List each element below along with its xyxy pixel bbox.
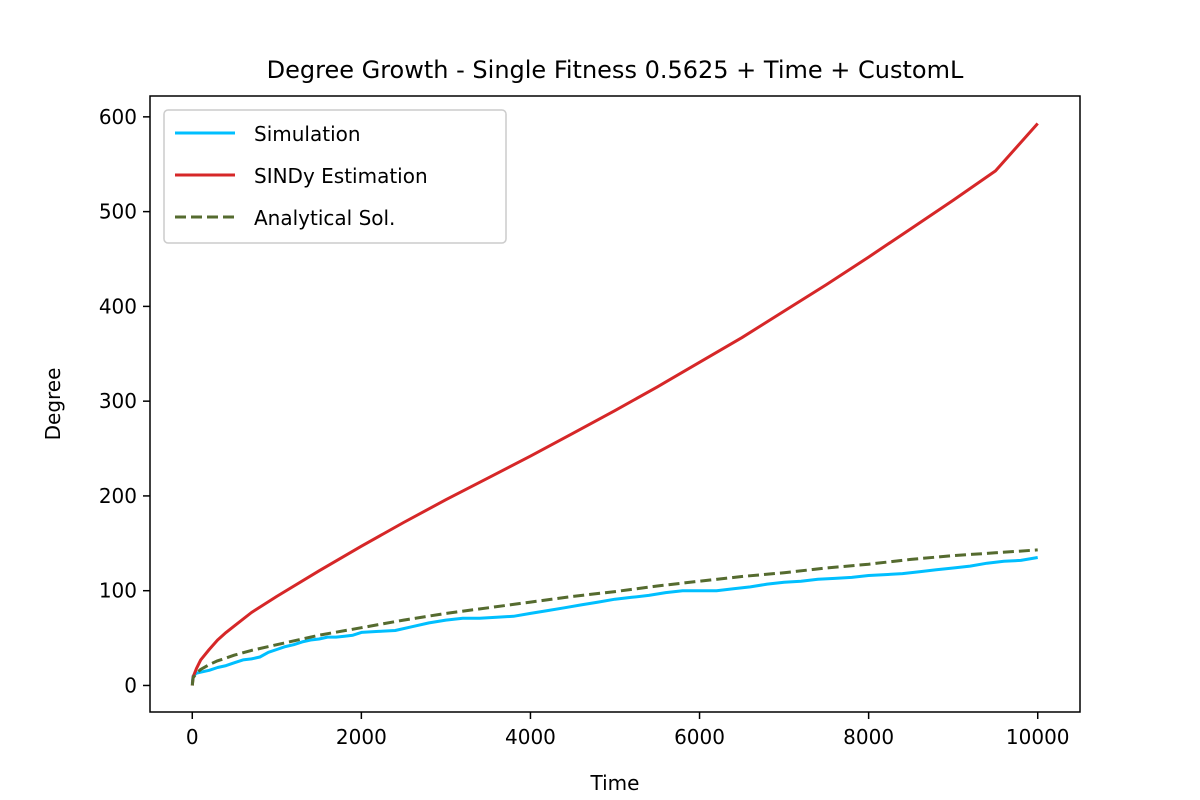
legend-label: Simulation bbox=[254, 122, 361, 146]
y-tick-label: 500 bbox=[99, 200, 137, 224]
x-tick-label: 8000 bbox=[843, 725, 894, 749]
x-axis-label: Time bbox=[590, 771, 640, 795]
plot-frame bbox=[149, 95, 1081, 713]
y-tick-label: 200 bbox=[99, 484, 137, 508]
legend: Simulation SINDy Estimation Analytical Sol… bbox=[163, 109, 507, 244]
x-tick-label: 0 bbox=[186, 725, 199, 749]
y-axis-label: Degree bbox=[41, 368, 65, 441]
series-line-analytical-sol bbox=[190, 548, 1038, 686]
legend-label: SINDy Estimation bbox=[254, 164, 428, 188]
x-axis: 0 2000 4000 6000 8000 10000 bbox=[186, 712, 1070, 749]
y-tick-label: 400 bbox=[99, 294, 137, 318]
y-tick-label: 300 bbox=[99, 389, 137, 413]
y-tick-label: 0 bbox=[124, 673, 137, 697]
x-tick-label: 10000 bbox=[1006, 725, 1070, 749]
x-tick-label: 2000 bbox=[336, 725, 387, 749]
chart-title: Degree Growth - Single Fitness 0.5625 + … bbox=[267, 56, 964, 84]
y-tick-label: 600 bbox=[99, 105, 137, 129]
legend-label: Analytical Sol. bbox=[254, 206, 395, 230]
x-tick-label: 4000 bbox=[505, 725, 556, 749]
series-line-simulation bbox=[190, 556, 1038, 684]
y-tick-label: 100 bbox=[99, 579, 137, 603]
series-line-sindy-estimation bbox=[190, 122, 1039, 686]
legend-box bbox=[163, 109, 507, 244]
x-tick-label: 6000 bbox=[674, 725, 725, 749]
y-axis: 0 100 200 300 400 500 600 bbox=[99, 105, 150, 697]
plot-lines bbox=[190, 122, 1039, 686]
